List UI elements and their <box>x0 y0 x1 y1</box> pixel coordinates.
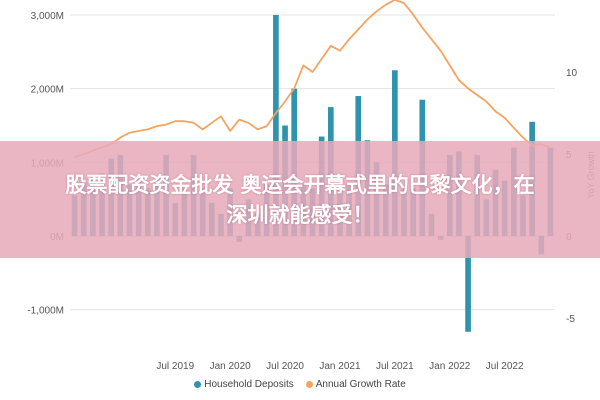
bar <box>273 15 279 236</box>
x-tick-label: Jan 2020 <box>210 361 252 372</box>
overlay-banner: 股票配资资金批发 奥运会开幕式里的巴黎文化，在 深圳就能感受！ <box>0 141 600 258</box>
y-tick-label: -1,000M <box>27 306 64 317</box>
x-tick-label: Jul 2021 <box>376 361 414 372</box>
x-tick-label: Jan 2021 <box>319 361 361 372</box>
growth-line <box>74 0 551 159</box>
chart-legend: Household Deposits Annual Growth Rate <box>0 379 600 390</box>
y2-tick-label: -5 <box>566 314 575 325</box>
bar <box>465 236 471 332</box>
legend-item-deposits: Household Deposits <box>194 379 294 390</box>
x-tick-label: Jul 2020 <box>266 361 304 372</box>
x-tick-label: Jul 2022 <box>486 361 524 372</box>
y-tick-label: 2,000M <box>31 85 64 96</box>
legend-label-growth: Annual Growth Rate <box>315 379 406 390</box>
legend-item-growth: Annual Growth Rate <box>305 379 406 390</box>
x-tick-label: Jul 2019 <box>156 361 194 372</box>
banner-line-2: 深圳就能感受！ <box>226 202 374 227</box>
y-tick-label: 3,000M <box>31 11 64 22</box>
legend-label-deposits: Household Deposits <box>204 379 294 390</box>
y2-tick-label: 10 <box>566 68 578 79</box>
x-tick-label: Jan 2022 <box>429 361 471 372</box>
banner-line-1: 股票配资资金批发 奥运会开幕式里的巴黎文化，在 <box>65 172 535 197</box>
legend-swatch-deposits <box>194 381 202 388</box>
legend-swatch-growth <box>305 381 313 388</box>
